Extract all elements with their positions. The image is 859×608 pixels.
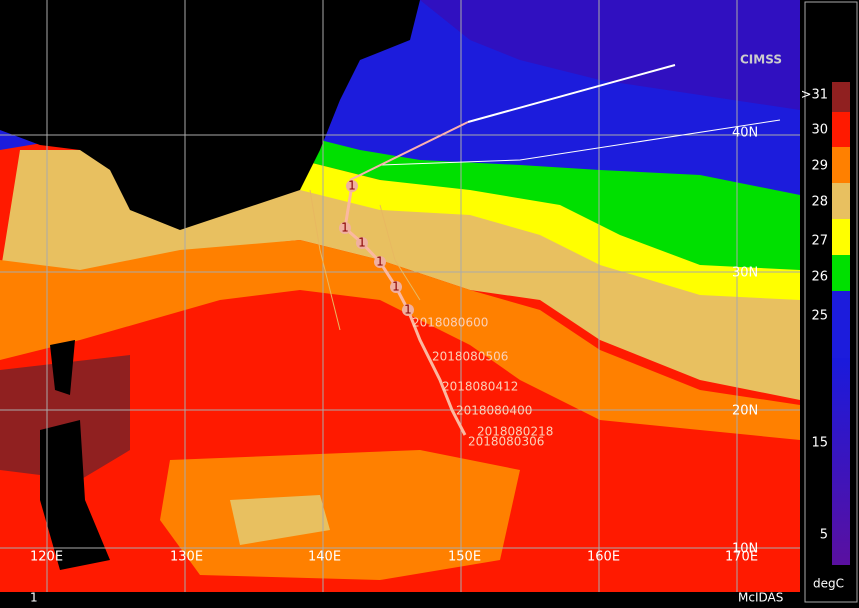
sea-29	[0, 240, 800, 440]
footer-left: 1	[30, 591, 38, 605]
cb-swatch	[832, 358, 850, 565]
cb-swatch	[832, 147, 850, 183]
colorbar-unit: degC	[813, 577, 844, 591]
colorbar-label: 5	[820, 528, 828, 543]
colorbar-label: >31	[801, 88, 828, 103]
latitude-label: 30N	[732, 266, 758, 281]
latitude-label: 40N	[732, 126, 758, 141]
longitude-label: 160E	[587, 550, 620, 565]
cb-swatch	[832, 291, 850, 358]
storm-marker-label: 1	[341, 221, 349, 235]
track-date-label: 2018080218	[477, 425, 553, 439]
colorbar	[804, 1, 858, 603]
storm-marker	[390, 281, 402, 293]
storm-marker-label: 1	[358, 236, 366, 250]
graticule	[0, 0, 800, 592]
forecast-cone	[379, 204, 421, 301]
longitude-label: 120E	[30, 550, 63, 565]
colorbar-label: 27	[811, 234, 828, 249]
sea-28-south	[230, 495, 330, 545]
track-forecast	[379, 119, 781, 166]
sea-coldest	[420, 0, 800, 110]
storm-marker-label: 1	[404, 303, 412, 317]
track-date-label: 2018080400	[456, 404, 532, 418]
logo: CIMSS	[740, 53, 782, 67]
sea-31	[0, 355, 130, 480]
storm-marker	[346, 180, 358, 192]
track-date-label: 2018080506	[432, 350, 508, 364]
sea-26	[170, 125, 800, 275]
storm-marker	[374, 256, 386, 268]
track-date-label: 2018080306	[468, 435, 544, 449]
track-forecast-extra	[467, 64, 676, 123]
track-date-label: 2018080600	[412, 316, 488, 330]
storm-marker-label: 1	[348, 179, 356, 193]
storm-marker-label: 1	[376, 255, 384, 269]
land-taiwan	[50, 340, 75, 395]
cb-swatch	[832, 255, 850, 291]
colorbar-label: 30	[811, 123, 828, 138]
longitude-label: 150E	[448, 550, 481, 565]
cb-swatch	[832, 183, 850, 219]
storm-track	[343, 184, 467, 436]
longitude-label: 130E	[170, 550, 203, 565]
forecast-cone	[309, 189, 341, 331]
colorbar-label: 29	[811, 159, 828, 174]
cb-swatch	[832, 112, 850, 147]
land-philippines	[40, 420, 110, 570]
land-asia-japan	[0, 0, 420, 230]
latitude-label: 20N	[732, 404, 758, 419]
longitude-label: 170E	[725, 550, 758, 565]
latitude-label: 10N	[732, 542, 758, 557]
colorbar-label: 25	[811, 309, 828, 324]
storm-marker	[339, 222, 351, 234]
colorbar-label: 15	[811, 436, 828, 451]
map-area: CIMSS	[0, 0, 800, 592]
longitude-label: 140E	[308, 550, 341, 565]
track-forecast-near	[349, 121, 469, 181]
track-date-label: 2018080412	[442, 380, 518, 394]
storm-marker-label: 1	[392, 280, 400, 294]
cb-swatch	[832, 219, 850, 255]
cb-swatch	[832, 82, 850, 112]
storm-marker	[356, 237, 368, 249]
footer-right: McIDAS	[738, 591, 783, 605]
colorbar-label: 26	[811, 270, 828, 285]
colorbar-frame	[804, 1, 858, 603]
storm-marker	[402, 304, 414, 316]
colorbar-label: 28	[811, 195, 828, 210]
